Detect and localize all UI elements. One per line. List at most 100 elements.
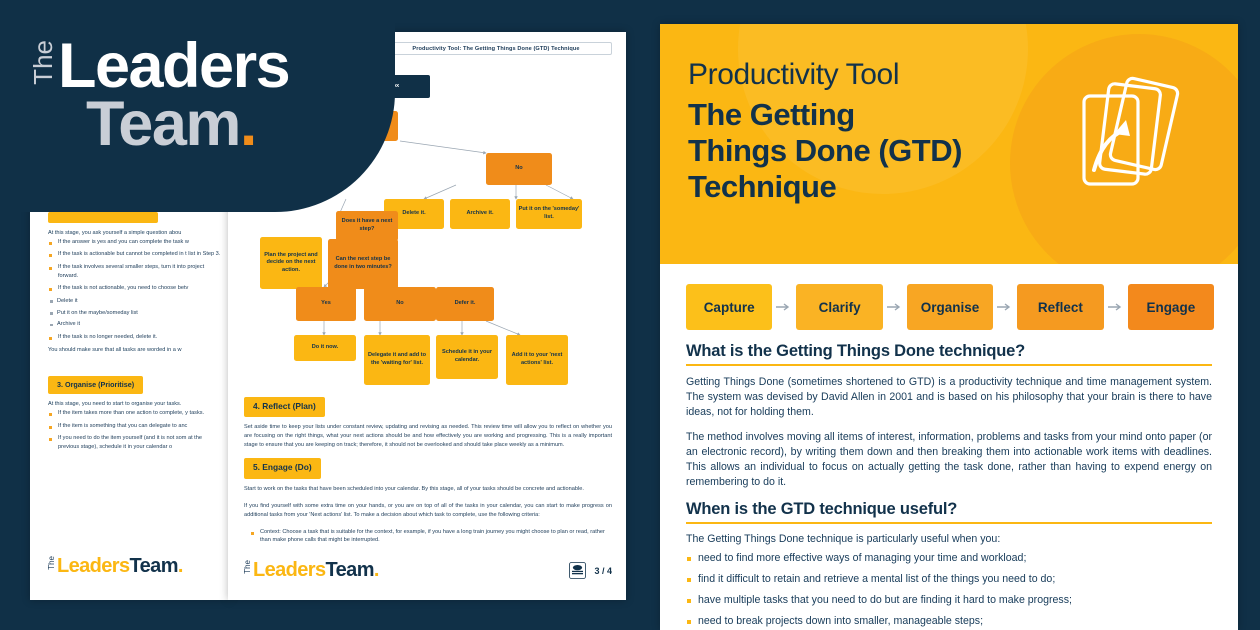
- mid-page-text: 4. Reflect (Plan) Set aside time to keep…: [228, 397, 626, 545]
- mid-page-footer: The Leaders Team. 3 / 4: [243, 559, 612, 582]
- hero-blob-right: [1010, 34, 1238, 264]
- list-item: find it difficult to retain and retrieve…: [686, 573, 1212, 585]
- mid-section5-bullets: Context: Choose a task that is suitable …: [250, 528, 612, 546]
- logo-team-line: Team.: [86, 92, 289, 155]
- step-arrow-icon: [772, 303, 796, 311]
- hero-title-line-3: Technique: [688, 168, 837, 204]
- list-item: have multiple tasks that you need to do …: [686, 594, 1212, 606]
- left-page-cut-pill: [48, 212, 158, 223]
- navy-corner-mask: [0, 0, 395, 212]
- logo-the-text: The: [47, 556, 56, 570]
- left-section2-bullet-last: If the task is no longer needed, delete …: [48, 333, 222, 342]
- step-arrow-icon: [1104, 303, 1128, 311]
- right-info-panel: Productivity Tool The Getting Things Don…: [660, 24, 1238, 630]
- step-clarify[interactable]: Clarify: [796, 284, 883, 330]
- list-item: Delete it: [48, 297, 222, 306]
- right-panel-body: What is the Getting Things Done techniqu…: [660, 332, 1238, 630]
- when-useful-block: When is the GTD technique useful? The Ge…: [686, 500, 1212, 630]
- flow-node-schedule-it: Schedule it in your calendar.: [436, 335, 498, 379]
- mid-section-engage: 5. Engage (Do) Start to work on the task…: [244, 458, 612, 545]
- list-item: Put it on the maybe/someday list: [48, 309, 222, 318]
- heading-underline: [686, 522, 1212, 525]
- mid-section4-paragraph: Set aside time to keep your lists under …: [244, 424, 612, 449]
- step-capture[interactable]: Capture: [686, 284, 773, 330]
- hero-banner: Productivity Tool The Getting Things Don…: [660, 24, 1238, 264]
- what-is-gtd-paragraph-1: Getting Things Done (sometimes shortened…: [686, 376, 1212, 419]
- left-section2-subbullets: Delete it Put it on the maybe/someday li…: [48, 297, 222, 329]
- section-heading-pill: 3. Organise (Prioritise): [48, 376, 144, 395]
- mid-section5-paragraph-2: If you find yourself with some extra tim…: [244, 502, 612, 518]
- list-item: If the task is not actionable, you need …: [48, 284, 222, 293]
- page-number: 3 / 4: [594, 565, 612, 576]
- mid-page-footer-logo: The Leaders Team.: [243, 559, 379, 582]
- logo-dot: .: [239, 88, 258, 159]
- hero-title: The Getting Things Done (GTD) Technique: [688, 97, 1238, 205]
- list-item: need to find more effective ways of mana…: [686, 552, 1212, 564]
- hero-text-block: Productivity Tool The Getting Things Don…: [660, 24, 1238, 205]
- flow-node-two-minutes: Can the next step be done in two minutes…: [328, 239, 398, 289]
- left-section2-bullets: If the answer is yes and you can complet…: [48, 238, 222, 293]
- flow-node-next-actions: Add it to your 'next actions' list.: [506, 335, 568, 385]
- list-item: If you need to do the item yourself (and…: [48, 434, 222, 451]
- step-label: Engage: [1146, 299, 1196, 315]
- logo-leaders-text: Leaders: [58, 31, 291, 101]
- step-label: Organise: [920, 299, 980, 315]
- logo-team-text: Team: [325, 559, 375, 581]
- step-arrow-icon: [883, 303, 907, 311]
- hero-title-line-2: Things Done (GTD): [688, 132, 962, 168]
- when-useful-bullets: need to find more effective ways of mana…: [686, 552, 1212, 630]
- logo-team-text: Team: [86, 88, 241, 159]
- step-reflect[interactable]: Reflect: [1017, 284, 1104, 330]
- stacked-cards-arrow-icon: [1082, 76, 1180, 186]
- step-label: Capture: [703, 299, 755, 315]
- mid-section5-pill-wrap: 5. Engage (Do): [244, 458, 612, 479]
- left-page-content: At this stage, you ask yourself a simple…: [30, 212, 230, 452]
- left-section3-pill: 3. Organise (Prioritise): [48, 376, 222, 395]
- flow-node-plan-the-project: Plan the project and decide on the next …: [260, 237, 322, 289]
- section-heading-pill: 4. Reflect (Plan): [244, 397, 325, 418]
- logo-the-text: The: [28, 40, 58, 85]
- mid-page-header: Productivity Tool: The Getting Things Do…: [380, 42, 612, 55]
- document-page-left: At this stage, you ask yourself a simple…: [30, 200, 230, 600]
- step-arrow-icon: [993, 303, 1017, 311]
- logo-the-text: The: [243, 560, 252, 574]
- left-section2-intro: At this stage, you ask yourself a simple…: [48, 230, 182, 236]
- what-is-gtd-paragraph-2: The method involves moving all items of …: [686, 431, 1212, 489]
- flow-node-defer-it: Defer it.: [436, 287, 494, 321]
- list-item: need to break projects down into smaller…: [686, 615, 1212, 627]
- mid-section-reflect: 4. Reflect (Plan) Set aside time to keep…: [244, 397, 612, 450]
- step-organise[interactable]: Organise: [906, 284, 994, 330]
- section-heading-pill: 5. Engage (Do): [244, 458, 321, 479]
- logo-leaders-text: Leaders: [57, 555, 130, 577]
- left-page-footer-logo: The Leaders Team.: [47, 555, 184, 578]
- logo-wordmark: Leaders Team.: [58, 31, 291, 156]
- step-label: Reflect: [1037, 299, 1083, 315]
- left-section2-outro: You should make sure that all tasks are …: [48, 346, 182, 353]
- flow-node-does-it-have-next-step: Does it have a next step?: [336, 211, 398, 241]
- brand-logo: The Leaders Team.: [28, 31, 291, 156]
- list-item: If the task involves several smaller ste…: [48, 263, 222, 280]
- hero-kicker: Productivity Tool: [688, 58, 900, 91]
- heading-underline: [686, 364, 1212, 366]
- left-section3-bullets: If the item takes more than one action t…: [48, 409, 222, 452]
- gtd-steps-row: Capture Clarify Organise Reflect: [660, 264, 1238, 332]
- left-page-section-organise: 3. Organise (Prioritise) At this stage, …: [38, 376, 222, 451]
- flow-node-no-1: No: [486, 153, 552, 185]
- leaders-team-seal-icon: [569, 562, 587, 579]
- flow-node-no-2: No: [364, 287, 436, 321]
- mid-section5-paragraph-1: Start to work on the tasks that have bee…: [244, 485, 584, 492]
- when-useful-lead: The Getting Things Done technique is par…: [686, 533, 1001, 546]
- logo-dot: .: [177, 555, 184, 577]
- list-item: If the answer is yes and you can complet…: [48, 238, 222, 247]
- step-engage[interactable]: Engage: [1127, 284, 1215, 330]
- flow-node-someday-list: Put it on the 'someday' list.: [516, 199, 582, 229]
- list-item: Context: Choose a task that is suitable …: [250, 528, 612, 546]
- flow-node-archive-it: Archive it.: [450, 199, 510, 229]
- section-heading-what-is-gtd: What is the Getting Things Done techniqu…: [686, 342, 1026, 360]
- list-item: If the item takes more than one action t…: [48, 409, 222, 418]
- list-item: If the task is actionable but cannot be …: [48, 250, 222, 259]
- flow-node-yes: Yes: [296, 287, 356, 321]
- logo-leaders-text: Leaders: [253, 559, 326, 581]
- hero-title-line-1: The Getting: [688, 97, 855, 132]
